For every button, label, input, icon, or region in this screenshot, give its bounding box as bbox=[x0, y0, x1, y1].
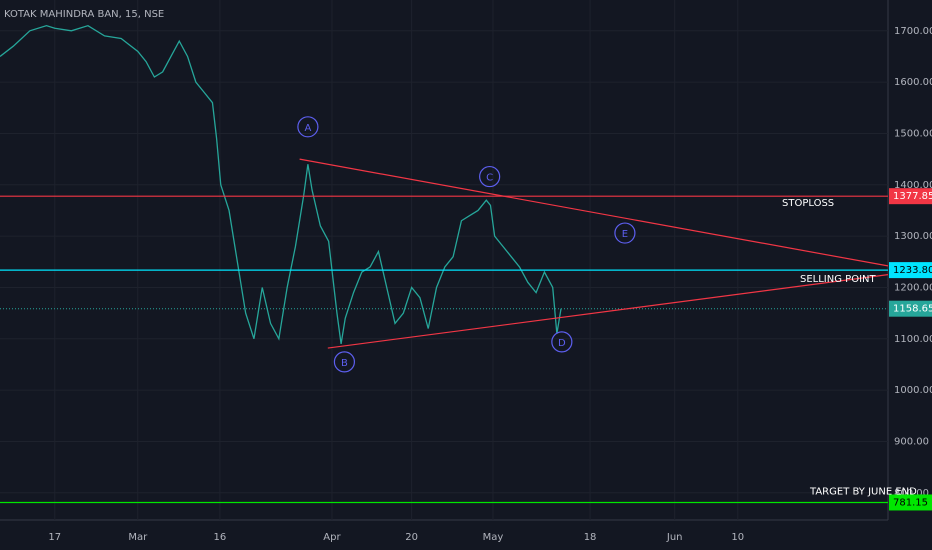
wave-label: B bbox=[341, 358, 348, 369]
trend-line bbox=[327, 274, 888, 349]
chart-title: KOTAK MAHINDRA BAN, 15, NSE bbox=[4, 9, 164, 20]
y-tick-label: 900.00 bbox=[894, 436, 929, 447]
x-tick-label: 16 bbox=[214, 532, 227, 543]
x-tick-label: May bbox=[483, 532, 504, 543]
y-tick-label: 1400.00 bbox=[894, 180, 932, 191]
wave-label: E bbox=[622, 229, 628, 240]
axes: 800.00 900.00 1000.00 1100.00 1200.00 1300.00… bbox=[48, 26, 932, 543]
x-tick-label: 20 bbox=[405, 532, 418, 543]
y-tick-label: 1600.00 bbox=[894, 77, 932, 88]
price-line bbox=[0, 24, 562, 345]
level-note: SELLING POINT bbox=[800, 274, 876, 285]
wave-circle bbox=[551, 331, 573, 353]
price-label: 781.15 bbox=[893, 497, 928, 508]
x-tick-label: 10 bbox=[731, 532, 744, 543]
y-tick-label: 1200.00 bbox=[894, 282, 932, 293]
price-label: 1233.80 bbox=[893, 265, 932, 276]
y-tick-label: 1100.00 bbox=[894, 334, 932, 345]
price-label-box bbox=[889, 262, 932, 279]
y-tick-label: 800.00 bbox=[894, 488, 929, 499]
wave-circle bbox=[297, 116, 319, 138]
price-label-box bbox=[889, 494, 932, 511]
x-tick-label: 17 bbox=[48, 532, 61, 543]
y-tick-label: 1000.00 bbox=[894, 385, 932, 396]
wave-label: A bbox=[304, 123, 311, 134]
wave-label: C bbox=[486, 173, 493, 184]
price-label: 1377.85 bbox=[893, 191, 932, 202]
level-note: TARGET BY JUNE END bbox=[809, 486, 917, 497]
y-tick-label: 1300.00 bbox=[894, 231, 932, 242]
price-label-box bbox=[889, 188, 932, 205]
level-note: STOPLOSS bbox=[782, 198, 834, 209]
y-tick-label: 1700.00 bbox=[894, 26, 932, 37]
wave-circle bbox=[479, 165, 501, 188]
price-label: 1158.65 bbox=[893, 304, 932, 315]
plot: A B C D E bbox=[0, 24, 888, 504]
wave-circle bbox=[614, 222, 636, 244]
x-tick-label: 18 bbox=[584, 532, 597, 543]
price-label-box bbox=[889, 300, 932, 317]
wave-circle bbox=[333, 351, 356, 373]
x-tick-label: Apr bbox=[323, 532, 341, 543]
y-tick-label: 1500.00 bbox=[894, 128, 932, 139]
trend-line bbox=[299, 158, 888, 267]
wave-label: D bbox=[558, 338, 566, 349]
x-tick-label: Jun bbox=[666, 532, 683, 543]
x-tick-label: Mar bbox=[128, 532, 148, 543]
grid bbox=[0, 0, 888, 520]
